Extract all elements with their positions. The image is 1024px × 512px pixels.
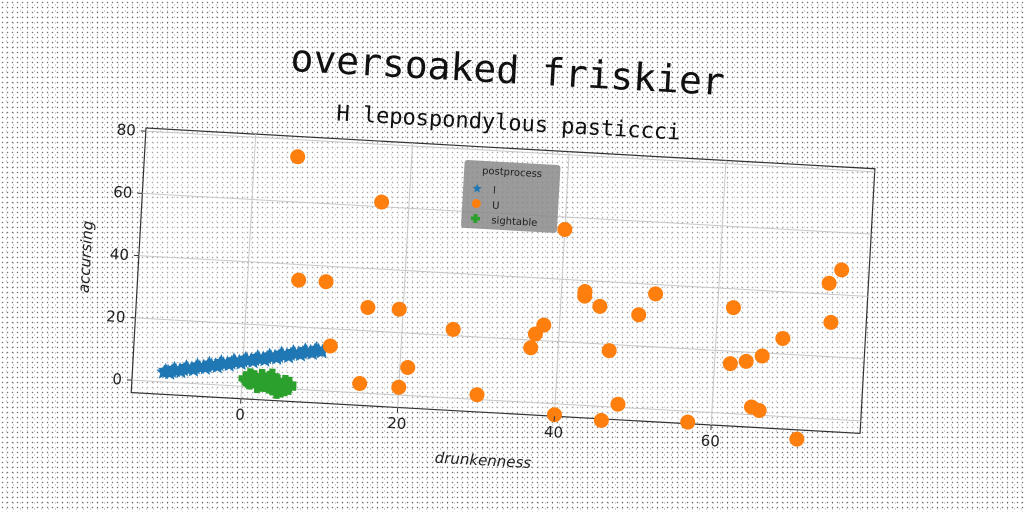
- data-point-u: [631, 307, 647, 323]
- chart-title: H lepospondylous pasticcci: [336, 101, 681, 145]
- data-point-u: [318, 274, 334, 290]
- data-point-u: [722, 356, 738, 372]
- x-tick-label: 40: [543, 423, 563, 442]
- legend-box: [461, 160, 561, 233]
- data-point-u: [754, 348, 770, 364]
- data-point-u: [547, 407, 563, 423]
- data-point-sightable: [281, 376, 297, 392]
- legend-marker-u: [471, 199, 481, 209]
- data-point-l: [186, 362, 202, 377]
- x-axis-label: drunkenness: [434, 449, 532, 472]
- data-point-u: [680, 414, 696, 430]
- data-point-u: [374, 194, 390, 210]
- data-point-l: [210, 358, 226, 374]
- grid: [131, 130, 875, 426]
- data-point-u: [593, 412, 609, 428]
- legend-label: sightable: [491, 215, 538, 229]
- data-point-l: [245, 353, 261, 369]
- legend-marker-sightable: [470, 213, 481, 224]
- data-point-u: [469, 387, 485, 403]
- data-point-u: [360, 299, 376, 315]
- suptitle: oversoaked friskier: [289, 36, 725, 104]
- data-point-u: [445, 321, 461, 337]
- plot-area: 0 20 40 60 0 20 40 60 80 drunkenness accursing p…: [75, 121, 876, 472]
- data-point-u: [834, 262, 850, 278]
- data-point-u: [527, 326, 543, 342]
- y-gridline: [145, 130, 875, 173]
- data-point-sightable: [264, 368, 280, 384]
- data-point-u: [577, 288, 593, 304]
- data-point-u: [775, 330, 791, 346]
- data-point-u: [523, 340, 539, 356]
- axes-frame: [130, 127, 876, 434]
- y-tick-label: 40: [109, 245, 129, 264]
- legend-label: l: [493, 185, 496, 196]
- data-point-u: [290, 149, 306, 165]
- data-point-u: [648, 286, 664, 302]
- data-point-u: [610, 396, 626, 412]
- x-tick-label: 20: [387, 414, 407, 433]
- data-point-u: [725, 300, 741, 316]
- series-u: [290, 149, 850, 447]
- data-point-u: [601, 343, 617, 359]
- x-gridline: [397, 142, 413, 408]
- data-point-u: [751, 403, 767, 419]
- data-point-sightable: [261, 378, 277, 394]
- data-point-u: [291, 272, 307, 288]
- data-point-l: [173, 363, 189, 379]
- data-point-u: [322, 338, 338, 354]
- data-point-l: [221, 356, 238, 372]
- series-l: [156, 340, 330, 380]
- data-point-u: [391, 301, 407, 317]
- data-point-l: [314, 343, 330, 359]
- y-tick-label: 0: [112, 370, 123, 389]
- data-point-l: [233, 355, 250, 371]
- x-gridline: [710, 160, 727, 426]
- data-point-u: [823, 314, 839, 330]
- x-tick-label: 0: [235, 405, 246, 424]
- y-gridline: [138, 255, 868, 297]
- legend-marker-l: [472, 183, 482, 193]
- legend-label: U: [492, 200, 500, 211]
- data-point-l: [157, 362, 174, 378]
- data-point-l: [198, 360, 214, 376]
- data-point-l: [293, 346, 309, 362]
- axis-ticks: 0 20 40 60 0 20 40 60 80: [106, 121, 720, 451]
- data-point-l: [269, 350, 285, 365]
- series-sightable: [238, 368, 297, 400]
- legend-title: postprocess: [482, 166, 543, 180]
- data-point-u: [557, 221, 573, 237]
- x-gridline: [553, 151, 570, 417]
- data-point-u: [352, 376, 368, 392]
- data-point-l: [162, 365, 178, 380]
- data-point-l: [281, 348, 297, 364]
- data-point-sightable: [277, 381, 293, 397]
- y-axis-label: accursing: [75, 220, 97, 293]
- chart-marks: [156, 149, 850, 447]
- x-tick-label: 60: [700, 431, 720, 450]
- data-point-l: [257, 352, 273, 367]
- data-point-u: [789, 431, 805, 447]
- data-point-u: [400, 359, 416, 375]
- y-tick-label: 80: [116, 121, 136, 140]
- data-point-u: [592, 298, 608, 314]
- data-point-sightable: [253, 376, 270, 392]
- data-point-u: [391, 379, 407, 395]
- data-point-u: [738, 353, 754, 369]
- data-point-u: [821, 275, 837, 291]
- y-tick-label: 20: [106, 307, 126, 326]
- data-point-sightable: [269, 383, 285, 400]
- data-point-sightable: [240, 372, 256, 389]
- y-tick-label: 60: [113, 183, 133, 202]
- y-gridline: [135, 317, 865, 360]
- data-point-l: [305, 345, 321, 361]
